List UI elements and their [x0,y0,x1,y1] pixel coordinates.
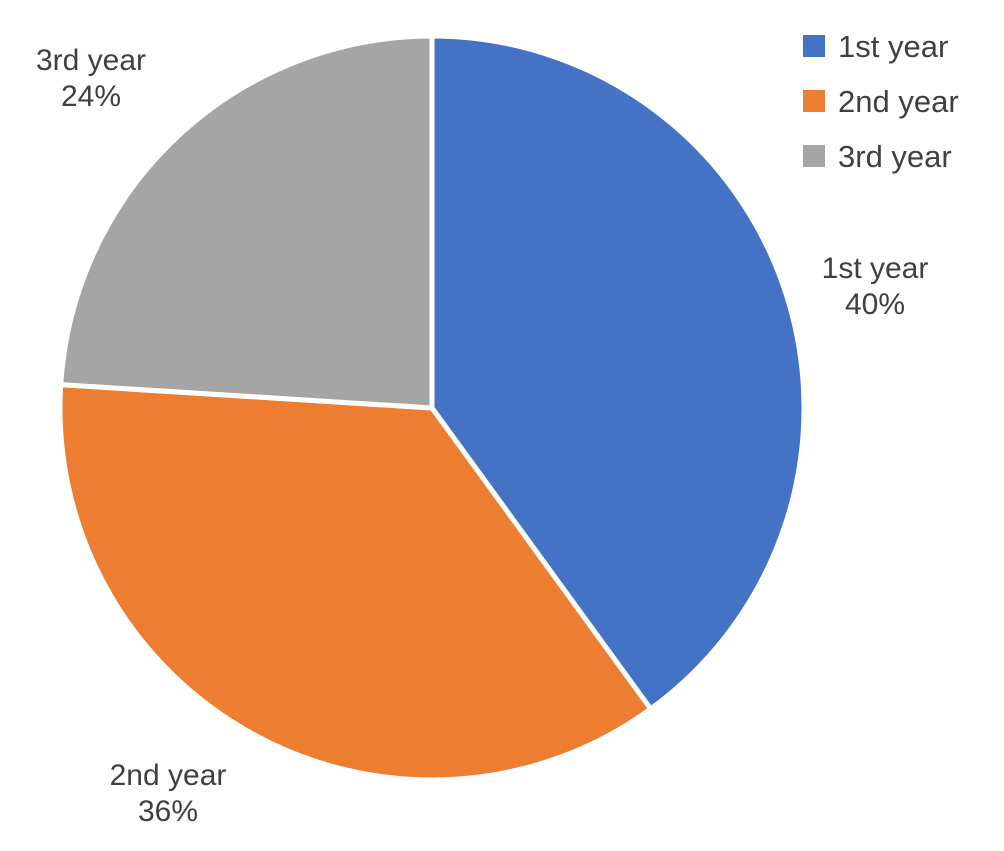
legend-label-1st-year: 1st year [838,29,948,64]
legend: 1st year 2nd year 3rd year [803,29,959,174]
slice-1st-year [429,33,807,712]
pie-slices [57,33,807,783]
legend-swatch-2nd-year [803,90,825,112]
legend-label-2nd-year: 2nd year [838,84,959,119]
legend-swatch-1st-year [803,35,825,57]
slice-2nd-year [57,382,654,783]
legend-label-3rd-year: 3rd year [838,139,952,174]
data-label-category-1st-year: 1st year [822,252,929,285]
data-label-value-2nd-year: 36% [138,795,198,828]
legend-swatch-3rd-year [803,145,825,167]
data-label-value-1st-year: 40% [845,288,905,321]
data-label-category-3rd-year: 3rd year [36,44,146,77]
slice-3rd-year [58,33,435,411]
data-label-value-3rd-year: 24% [61,80,121,113]
data-label-category-2nd-year: 2nd year [110,759,227,792]
